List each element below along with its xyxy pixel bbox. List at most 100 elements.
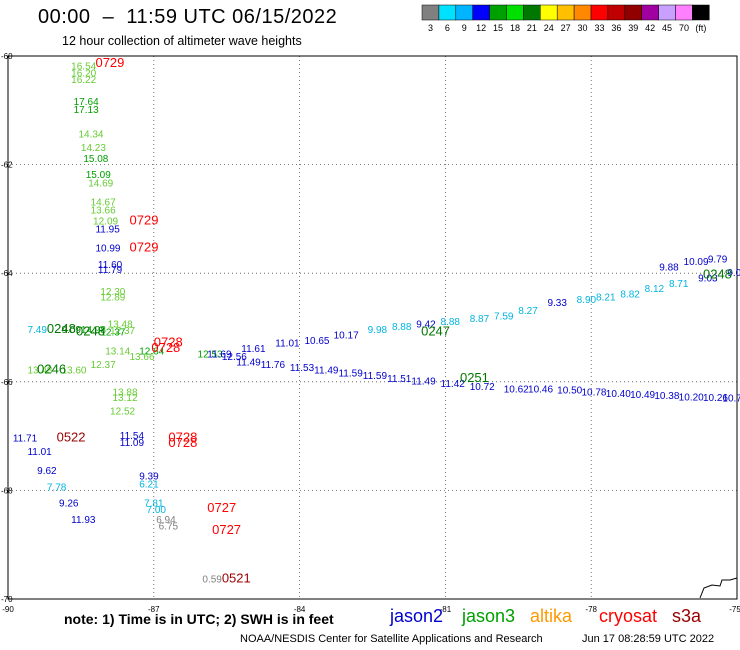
time-label: 0728 [154, 335, 183, 350]
swh-label: 11.01 [275, 339, 300, 350]
colorbar-swatch [506, 4, 524, 21]
swh-label: 11.69 [207, 349, 232, 360]
chart-note: note: 1) Time is in UTC; 2) SWH is in fe… [64, 611, 334, 627]
swh-label: 7.59 [494, 311, 514, 322]
x-tick-label: -78 [585, 605, 597, 614]
swh-label: 9.98 [368, 325, 388, 336]
time-label: 0727 [212, 522, 241, 537]
swh-label: 7.00 [147, 505, 167, 516]
generated-timestamp: Jun 17 08:28:59 UTC 2022 [582, 633, 715, 645]
swh-label: 9.79 [708, 254, 728, 265]
x-tick-label: -84 [294, 605, 306, 614]
swh-label: 11.49 [314, 366, 339, 377]
swh-label: 10.65 [304, 336, 329, 347]
swh-label: 11.54 [120, 431, 145, 442]
colorbar-swatch [573, 4, 592, 21]
swh-label: 12.52 [110, 406, 135, 417]
time-label: 0251 [460, 370, 489, 385]
time-label: 0728 [168, 430, 197, 445]
swh-label: 10.40 [606, 389, 631, 400]
colorbar-label: 12 [476, 23, 486, 33]
credit-text: NOAA/NESDIS Center for Satellite Applica… [240, 633, 543, 645]
swh-label: 8.88 [392, 322, 412, 333]
colorbar-label: 42 [645, 23, 655, 33]
swh-label: 11.76 [261, 360, 286, 371]
legend-item-jason3: jason3 [462, 606, 516, 626]
colorbar-swatch [641, 4, 659, 21]
colorbar-swatch [421, 4, 440, 21]
swh-label: 10.26 [703, 393, 728, 404]
colorbar-label: 3 [428, 23, 433, 33]
swh-label: 12.56 [222, 352, 247, 363]
swh-label: 8.82 [620, 290, 640, 301]
colorbar-label: 6 [445, 23, 450, 33]
swh-label: 13.66 [130, 352, 155, 363]
colorbar-swatch [455, 4, 473, 21]
time-label: 0246 [37, 362, 66, 377]
colorbar-label: 18 [510, 23, 520, 33]
chart-subtitle: 12 hour collection of altimeter wave hei… [62, 34, 302, 48]
time-label: 0729 [130, 239, 159, 254]
swh-label: 10.49 [630, 390, 655, 401]
colorbar-label: 21 [527, 23, 537, 33]
swh-label: 8.12 [645, 284, 665, 295]
swh-label: 8.71 [669, 279, 689, 290]
colorbar-swatch [590, 4, 609, 21]
swh-label: 11.01 [27, 447, 52, 458]
swh-label: 8.27 [518, 306, 538, 317]
colorbar-swatch [523, 4, 541, 21]
swh-label: 9.02 [727, 268, 740, 279]
swh-label: 9.09 [61, 325, 81, 336]
time-label: 0728 [168, 435, 197, 450]
swh-label: 12.37 [100, 328, 125, 339]
colorbar-swatch [489, 4, 507, 21]
swh-label: 11.49 [236, 358, 261, 369]
swh-label: 11.51 [387, 374, 412, 385]
swh-label: 11.93 [71, 515, 96, 526]
swh-label: 8.21 [596, 292, 616, 303]
swh-label: 6.75 [159, 521, 179, 532]
swh-label: 12.37 [91, 360, 116, 371]
swh-label: 12.37 [110, 326, 135, 337]
colorbar-swatch [556, 4, 575, 21]
swh-label: 8.90 [577, 295, 597, 306]
swh-label: 9.39 [139, 472, 159, 483]
swh-label: 12.09 [93, 216, 118, 227]
y-tick-label: -66 [1, 378, 13, 387]
legend-item-cryosat: cryosat [599, 606, 658, 626]
swh-label: 11.09 [120, 438, 145, 449]
swh-label: 11.60 [98, 260, 123, 271]
x-tick-label: -75 [729, 605, 740, 614]
axis-ticks: -90 -87 -84 -81 -78 -75 -60 -62 -64 -66 -68 -70 [1, 52, 740, 614]
chart-frame [7, 55, 738, 600]
swh-label: 10.50 [557, 386, 582, 397]
colorbar-swatch [692, 4, 710, 21]
colorbar-label: 36 [611, 23, 621, 33]
colorbar-swatch [675, 4, 693, 21]
swh-label: 10.99 [95, 243, 120, 254]
swh-label: 10.71 [722, 393, 740, 404]
swh-label: 16.22 [71, 75, 96, 86]
swh-label: 12.30 [100, 287, 125, 298]
colorbar-swatch [540, 4, 558, 21]
colorbar-swatch [607, 4, 626, 21]
chart-title: 00:00 – 11:59 UTC 06/15/2022 [38, 6, 338, 28]
swh-label: 15.09 [86, 170, 111, 181]
time-label: 0729 [95, 55, 124, 70]
colorbar: 3 6 9 12 15 18 21 24 27 30 33 36 39 42 45 70 (ft) [421, 4, 710, 33]
swh-label: 8.88 [441, 317, 461, 328]
time-label: 0248 [47, 321, 76, 336]
x-tick-label: -87 [148, 605, 160, 614]
x-tick-label: -90 [2, 605, 14, 614]
x-tick-label: -81 [440, 605, 452, 614]
swh-label: 9.03 [698, 273, 718, 284]
swh-label: 17.64 [74, 97, 99, 108]
swh-label: 7.81 [144, 499, 164, 510]
swh-label: 11.71 [13, 434, 38, 445]
swh-label: 14.67 [91, 197, 116, 208]
swh-label: 14.98 [81, 325, 106, 336]
swh-label: 11.53 [290, 363, 315, 374]
